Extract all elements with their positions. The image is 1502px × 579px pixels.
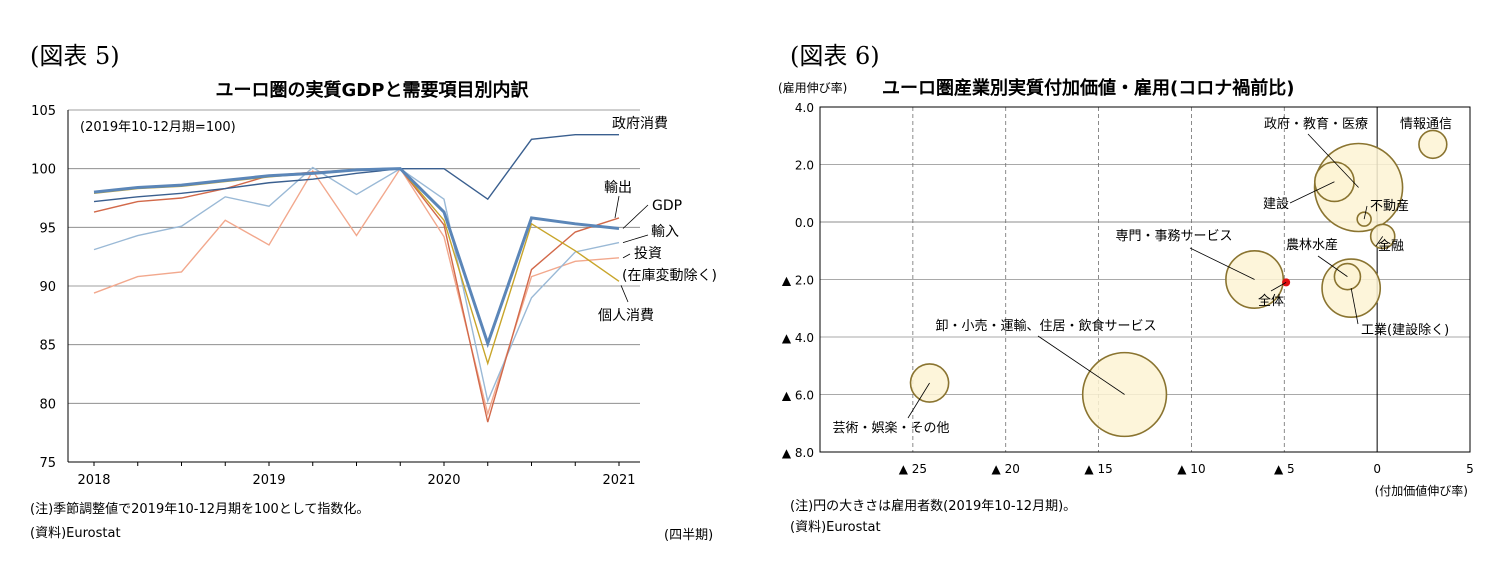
chart1-series-line <box>93 167 620 423</box>
chart2-label-professional: 専門・事務サービス <box>1115 229 1232 244</box>
chart1-series-line <box>93 166 620 404</box>
chart2-label-construction: 建設 <box>1263 196 1289 212</box>
chart1-ytick-label: 75 <box>39 456 56 471</box>
chart1-label-government: 政府消費 <box>612 116 668 132</box>
chart2-bubble <box>1081 351 1168 438</box>
chart1-title: ユーロ圏の実質GDPと需要項目別内訳 <box>216 79 530 101</box>
chart1-ytick-label: 105 <box>31 104 56 119</box>
chart1-ytick-label: 85 <box>39 339 56 354</box>
chart1-label-gdp: GDP <box>652 198 682 214</box>
chart2-xtick-label: 5 <box>1466 462 1474 476</box>
chart2-label-trade: 卸・小売・運輸、住居・飲食サービス <box>935 318 1156 334</box>
chart1-leader-line <box>622 253 631 259</box>
chart2-xtick-label: ▲ 5 <box>1274 462 1295 476</box>
chart2-leader-line <box>1350 288 1359 325</box>
chart1-leader-line <box>622 234 649 243</box>
chart1-leader-line <box>622 204 649 229</box>
chart2-leader-line <box>1270 282 1287 292</box>
chart1-series-line <box>93 167 620 349</box>
right-source: (資料)Eurostat <box>790 520 881 535</box>
chart2-bubble <box>1369 223 1396 250</box>
chart1-leader-line <box>620 285 629 303</box>
chart2-label-realestate: 不動産 <box>1370 198 1409 214</box>
chart1-subtitle: (2019年10-12月期=100) <box>80 120 236 135</box>
chart2-label-total: 全体 <box>1258 293 1284 309</box>
chart1-ytick-label: 90 <box>39 280 56 295</box>
chart2-bubble <box>1418 129 1448 160</box>
chart1-series-line <box>93 167 620 417</box>
chart2-ylabel: (雇用伸び率) <box>778 80 847 95</box>
chart1-series-line <box>93 167 620 366</box>
chart1-xtick-label: 2018 <box>77 473 110 488</box>
industry-bubble-chart: (雇用伸び率) ユーロ圏産業別実質付加価値・雇用(コロナ禍前比) 4.0 2.0 0.0… <box>778 77 1474 498</box>
chart2-label-industry: 工業(建設除く) <box>1361 322 1449 338</box>
chart2-leader-line <box>1317 255 1348 277</box>
chart2-leader-line <box>1375 236 1384 247</box>
chart2-label-agriculture: 農林水産 <box>1286 237 1338 253</box>
chart2-xtick-label: ▲ 25 <box>899 462 927 476</box>
chart2-leader-line <box>907 382 930 419</box>
chart2-label-arts: 芸術・娯楽・その他 <box>832 420 949 436</box>
chart2-bubble <box>1356 211 1372 227</box>
chart2-xtick-label: ▲ 15 <box>1084 462 1112 476</box>
chart2-leader-line <box>1037 335 1125 395</box>
chart2-xtick-label: ▲ 10 <box>1177 462 1205 476</box>
chart1-ytick-label: 80 <box>39 397 56 412</box>
left-note: (注)季節調整値で2019年10-12月期を100として指数化。 <box>30 502 370 517</box>
chart2-ytick-label: ▲ 4.0 <box>782 331 814 345</box>
chart2-ytick-label: ▲ 8.0 <box>782 446 814 460</box>
chart2-ytick-label: ▲ 6.0 <box>782 389 814 403</box>
chart2-leader-line <box>1289 181 1335 204</box>
chart1-leader-line <box>614 195 620 219</box>
chart1-label-investment-note: (在庫変動除く) <box>622 267 717 284</box>
chart1-ytick-label: 100 <box>31 163 56 178</box>
chart2-label-gov: 政府・教育・医療 <box>1264 116 1368 132</box>
chart1-xtick-label: 2019 <box>252 473 285 488</box>
figure-label-right: (図表 6) <box>790 42 880 70</box>
chart2-leader-line <box>1189 247 1255 280</box>
right-note: (注)円の大きさは雇用者数(2019年10-12月期)。 <box>790 499 1077 514</box>
chart2-ytick-label: 0.0 <box>795 216 814 230</box>
chart1-xtick-label: 2021 <box>602 473 635 488</box>
chart1-label-exports: 輸出 <box>604 180 632 196</box>
chart1-xtick-label: 2020 <box>427 473 460 488</box>
chart2-xtick-label: 0 <box>1373 462 1381 476</box>
chart1-label-consumption: 個人消費 <box>598 308 654 324</box>
chart1-series-line <box>93 133 619 203</box>
chart2-label-info: 情報通信 <box>1400 117 1452 132</box>
chart2-ytick-label: 2.0 <box>795 159 814 173</box>
chart2-leader-line <box>1307 133 1359 188</box>
chart2-ytick-label: 4.0 <box>795 101 814 115</box>
figure-label-left: (図表 5) <box>30 42 120 70</box>
gdp-line-chart: ユーロ圏の実質GDPと需要項目別内訳 (2019年10-12月期=100) 75 80… <box>31 79 717 488</box>
chart2-title: ユーロ圏産業別実質付加価値・雇用(コロナ禍前比) <box>882 77 1294 99</box>
chart2-xtick-label: ▲ 20 <box>992 462 1020 476</box>
chart2-xlabel: (付加価値伸び率) <box>1375 483 1468 498</box>
chart1-label-investment: 投資 <box>634 246 662 262</box>
chart2-ytick-label: ▲ 2.0 <box>782 274 814 288</box>
left-unit: (四半期) <box>664 528 714 543</box>
chart1-ytick-label: 95 <box>39 221 56 236</box>
left-source: (資料)Eurostat <box>30 526 121 541</box>
chart1-label-imports: 輸入 <box>651 224 679 240</box>
chart2-leader-line <box>1363 205 1368 220</box>
chart2-label-finance: 金融 <box>1378 238 1404 254</box>
chart2-plot-frame <box>819 106 1471 453</box>
